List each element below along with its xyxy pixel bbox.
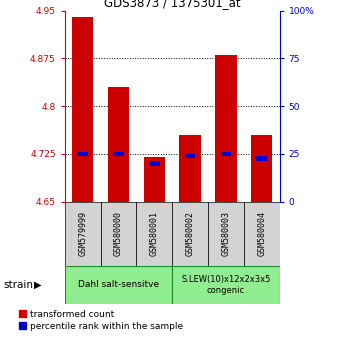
Bar — [101, 202, 136, 266]
Text: GSM579999: GSM579999 — [78, 211, 87, 256]
Bar — [244, 202, 280, 266]
Text: strain: strain — [3, 280, 33, 290]
Legend: transformed count, percentile rank within the sample: transformed count, percentile rank withi… — [18, 309, 184, 331]
Bar — [144, 157, 165, 202]
Bar — [221, 152, 231, 156]
Text: ▶: ▶ — [34, 280, 42, 290]
Text: Dahl salt-sensitve: Dahl salt-sensitve — [78, 280, 159, 290]
Bar — [172, 266, 280, 304]
Text: GSM580001: GSM580001 — [150, 211, 159, 256]
Text: GSM580004: GSM580004 — [257, 211, 266, 256]
Title: GDS3873 / 1375301_at: GDS3873 / 1375301_at — [104, 0, 240, 10]
Bar — [65, 202, 101, 266]
Bar — [256, 156, 267, 161]
Text: GSM580003: GSM580003 — [221, 211, 231, 256]
Bar — [215, 55, 237, 202]
Bar — [108, 87, 129, 202]
Text: S.LEW(10)x12x2x3x5
congenic: S.LEW(10)x12x2x3x5 congenic — [181, 275, 271, 295]
Bar — [136, 202, 172, 266]
Bar — [172, 202, 208, 266]
Bar — [149, 161, 160, 166]
Bar — [179, 135, 201, 202]
Bar — [113, 152, 124, 156]
Bar — [208, 202, 244, 266]
Bar — [185, 154, 195, 158]
Bar — [251, 135, 272, 202]
Bar — [77, 152, 88, 156]
Text: GSM580002: GSM580002 — [186, 211, 195, 256]
Bar — [65, 266, 172, 304]
Text: GSM580000: GSM580000 — [114, 211, 123, 256]
Bar — [72, 17, 93, 202]
